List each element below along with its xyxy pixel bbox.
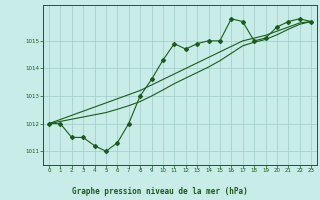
Text: Graphe pression niveau de la mer (hPa): Graphe pression niveau de la mer (hPa): [72, 187, 248, 196]
